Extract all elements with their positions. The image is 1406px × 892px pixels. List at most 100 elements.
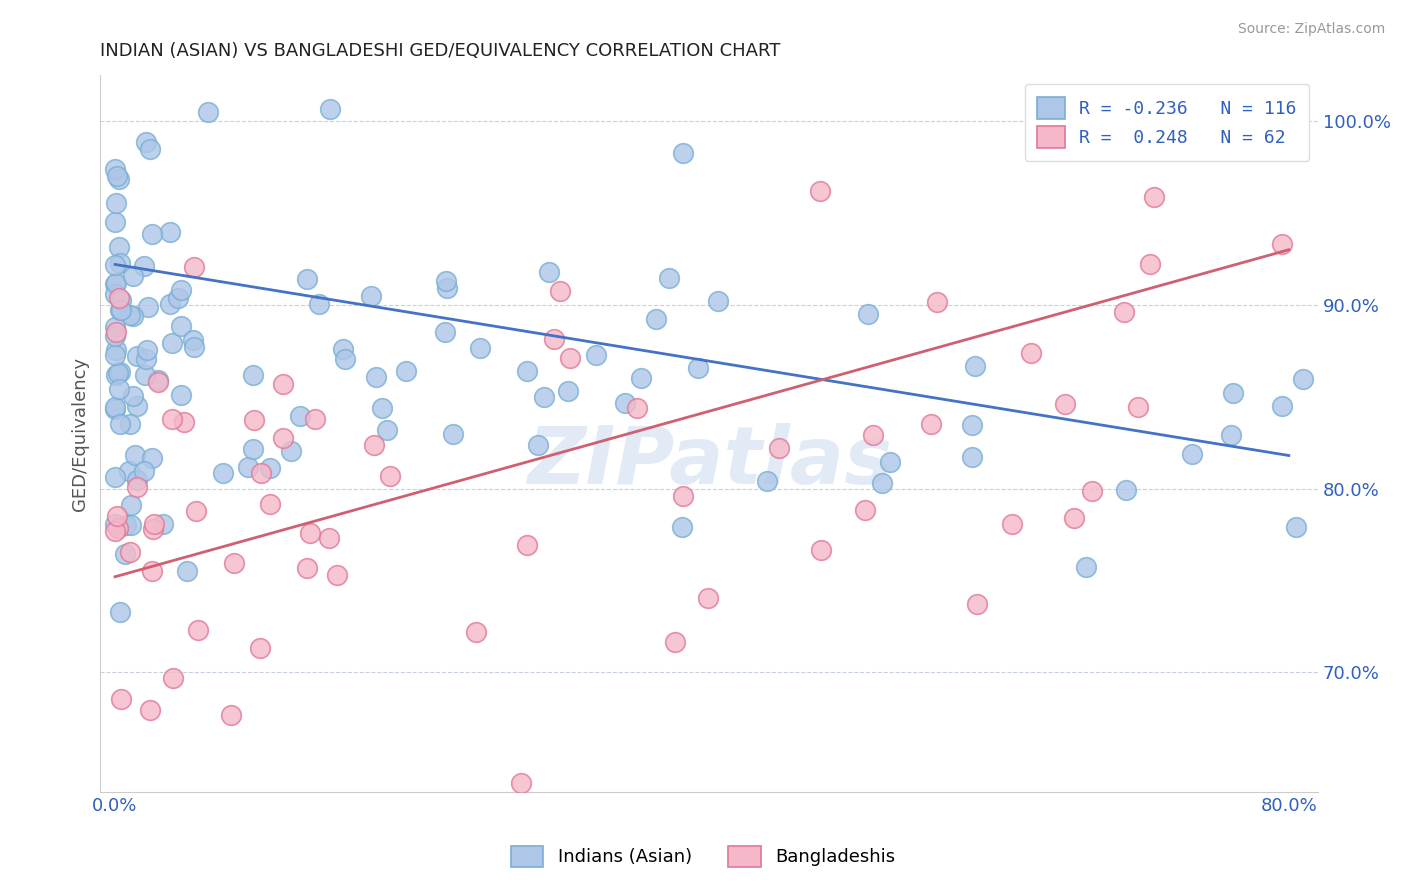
Point	[363, 438, 385, 452]
Point	[299, 525, 322, 540]
Point	[468, 341, 491, 355]
Point	[808, 185, 831, 199]
Point	[105, 343, 128, 358]
Point	[148, 375, 170, 389]
Point	[965, 359, 987, 374]
Point	[238, 460, 260, 475]
Point	[626, 401, 648, 416]
Point	[304, 412, 326, 426]
Point	[1292, 371, 1315, 385]
Point	[1139, 256, 1161, 270]
Point	[671, 520, 693, 534]
Point	[395, 364, 418, 378]
Point	[135, 351, 157, 366]
Point	[537, 265, 560, 279]
Point	[136, 300, 159, 314]
Point	[127, 349, 149, 363]
Point	[259, 497, 281, 511]
Point	[104, 214, 127, 228]
Point	[1271, 399, 1294, 413]
Point	[250, 466, 273, 480]
Point	[1126, 400, 1149, 414]
Point	[333, 351, 356, 366]
Point	[115, 518, 138, 533]
Point	[107, 366, 129, 380]
Point	[375, 424, 398, 438]
Point	[184, 503, 207, 517]
Point	[332, 342, 354, 356]
Point	[966, 597, 988, 611]
Point	[273, 376, 295, 391]
Point	[1019, 346, 1042, 360]
Point	[443, 427, 465, 442]
Point	[879, 455, 901, 469]
Point	[110, 365, 132, 379]
Point	[152, 516, 174, 531]
Point	[212, 466, 235, 480]
Point	[104, 524, 127, 538]
Point	[127, 480, 149, 494]
Point	[183, 340, 205, 354]
Point	[249, 641, 271, 656]
Point	[533, 390, 555, 404]
Point	[308, 297, 330, 311]
Point	[960, 450, 983, 464]
Point	[135, 136, 157, 150]
Point	[1143, 190, 1166, 204]
Point	[319, 102, 342, 116]
Point	[104, 259, 127, 273]
Point	[434, 274, 457, 288]
Point	[141, 227, 163, 242]
Point	[134, 368, 156, 382]
Point	[105, 325, 128, 339]
Point	[107, 291, 129, 305]
Point	[108, 417, 131, 431]
Point	[124, 448, 146, 462]
Point	[110, 255, 132, 269]
Y-axis label: GED/Equivalency: GED/Equivalency	[72, 357, 89, 510]
Point	[139, 703, 162, 717]
Point	[170, 283, 193, 297]
Point	[138, 142, 160, 156]
Point	[162, 671, 184, 685]
Point	[810, 542, 832, 557]
Point	[104, 400, 127, 414]
Point	[136, 343, 159, 357]
Point	[378, 469, 401, 483]
Point	[160, 412, 183, 426]
Point	[756, 475, 779, 489]
Point	[242, 368, 264, 383]
Point	[664, 634, 686, 648]
Point	[141, 450, 163, 465]
Point	[364, 370, 387, 384]
Point	[1181, 447, 1204, 461]
Point	[104, 319, 127, 334]
Point	[697, 591, 720, 605]
Point	[658, 271, 681, 285]
Point	[114, 547, 136, 561]
Legend: Indians (Asian), Bangladeshis: Indians (Asian), Bangladeshis	[503, 838, 903, 874]
Point	[181, 333, 204, 347]
Point	[925, 295, 948, 310]
Point	[104, 329, 127, 343]
Point	[122, 268, 145, 283]
Point	[856, 307, 879, 321]
Point	[243, 413, 266, 427]
Point	[120, 417, 142, 431]
Point	[862, 428, 884, 442]
Point	[148, 374, 170, 388]
Point	[141, 564, 163, 578]
Point	[630, 370, 652, 384]
Point	[527, 438, 550, 452]
Point	[558, 351, 581, 365]
Point	[510, 775, 533, 789]
Point	[110, 293, 132, 307]
Point	[197, 105, 219, 120]
Point	[671, 145, 693, 160]
Point	[107, 169, 129, 183]
Point	[434, 325, 457, 339]
Point	[104, 277, 127, 291]
Text: ZIPatlas: ZIPatlas	[527, 423, 891, 501]
Point	[170, 319, 193, 334]
Point	[159, 297, 181, 311]
